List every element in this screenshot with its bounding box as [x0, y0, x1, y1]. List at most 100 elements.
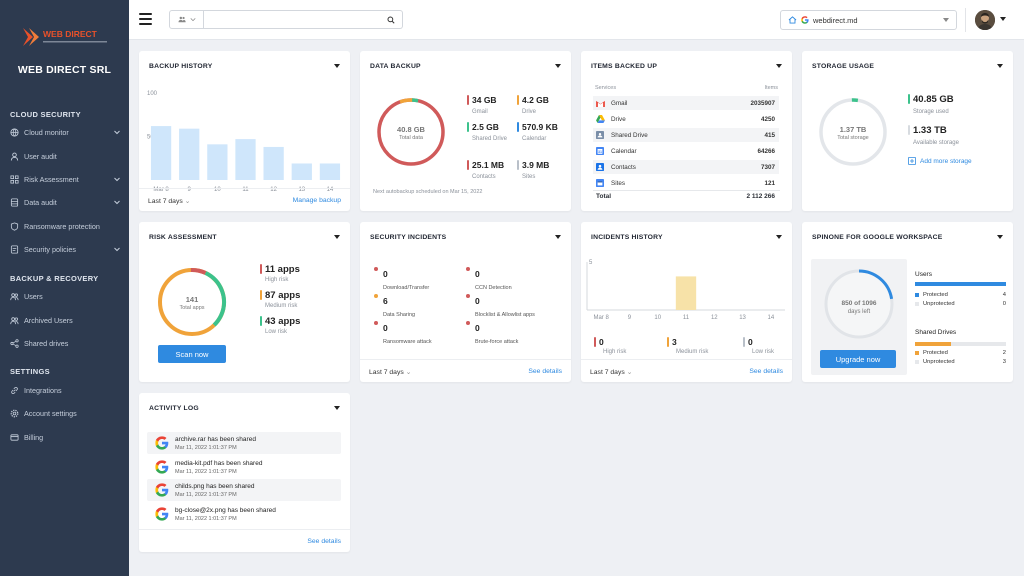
card-footer: Last 7 days ⌄ Manage backup [139, 188, 350, 211]
stat-sites: 3.9 MB Sites [517, 160, 549, 181]
x-tick-label: 9 [188, 187, 192, 193]
table-row: 31 Calendar 64266 [596, 147, 775, 155]
storage-used: 40.85 GB Storage used [908, 94, 954, 116]
x-tick-label: 14 [327, 187, 334, 193]
chevron-down-icon[interactable] [776, 235, 782, 239]
chevron-down-icon[interactable] [776, 64, 782, 68]
card-footer: Last 7 days ⌄ See details [360, 359, 571, 382]
users-title: Users [915, 271, 932, 278]
archived-users-icon [10, 316, 19, 325]
drives-bar [915, 342, 1006, 346]
avatar[interactable] [975, 10, 995, 30]
grid-icon [10, 174, 19, 184]
drives-protected: Protected 2 [915, 350, 1006, 356]
license-panel: 850 of 1096 days left Upgrade now [811, 259, 907, 375]
drives-title: Shared Drives [915, 329, 957, 336]
chevron-down-icon[interactable] [997, 235, 1003, 239]
section-settings: SETTINGS [10, 367, 50, 376]
donut-value: 40.8 GB [397, 125, 425, 134]
sidebar-item-billing[interactable]: Billing [10, 429, 121, 445]
sidebar-item-user-audit[interactable]: User audit [10, 148, 121, 164]
drives-bar-fill [915, 342, 952, 346]
sidebar-item-ransomware-protection[interactable]: Ransomware protection [10, 218, 121, 234]
card-title: SPINONE FOR GOOGLE WORKSPACE [812, 234, 943, 241]
sidebar-item-account-settings[interactable]: Account settings [10, 405, 121, 421]
days-value: 850 of 1096 [841, 300, 877, 307]
search-scope-dropdown[interactable] [169, 10, 204, 29]
spinone-card: SPINONE FOR GOOGLE WORKSPACE 850 of 1096… [802, 222, 1013, 382]
upgrade-now-button[interactable]: Upgrade now [820, 350, 896, 368]
chevron-down-icon[interactable] [1000, 17, 1006, 21]
sidebar-item-users[interactable]: Users [10, 288, 121, 304]
card-title: RISK ASSESSMENT [149, 234, 217, 241]
x-tick-label: 11 [242, 187, 249, 193]
sites-icon [596, 179, 604, 187]
risk-total: 141 [185, 295, 199, 304]
x-tick-label: 11 [683, 315, 690, 321]
company-name: WEB DIRECT SRL [17, 64, 112, 76]
add-storage-link[interactable]: Add more storage [908, 157, 972, 165]
search-input[interactable] [204, 10, 403, 29]
section-backup-recovery: BACKUP & RECOVERY [10, 274, 99, 283]
incidents-history-card: INCIDENTS HISTORY 5 Mar 8 9 10 11 12 13 14 0 Hig… [581, 222, 792, 382]
risk-assessment-card: RISK ASSESSMENT 141 Total apps 11 apps Hi… [139, 222, 350, 382]
chevron-down-icon [114, 247, 120, 252]
domain-selector[interactable]: webdirect.md [780, 10, 957, 30]
shared-drive-icon [596, 131, 604, 139]
bar [235, 139, 256, 180]
search-icon[interactable] [387, 16, 395, 24]
card-icon [10, 433, 19, 442]
log-entry: media-kit.pdf has been shared Mar 11, 202… [147, 456, 341, 478]
sidebar-item-cloud-monitor[interactable]: Cloud monitor [10, 124, 121, 140]
x-tick-label: 12 [270, 187, 277, 193]
chevron-down-icon: ⌄ [626, 369, 633, 376]
google-icon [801, 16, 809, 24]
y-tick-label: 50 [147, 135, 154, 141]
web-direct-logo: WEB DIRECT [23, 28, 107, 46]
days-label: days left [847, 309, 871, 315]
chevron-down-icon[interactable] [334, 64, 340, 68]
chevron-down-icon[interactable] [555, 64, 561, 68]
x-tick-label: 13 [298, 187, 305, 193]
share-icon [10, 338, 19, 348]
chevron-down-icon [943, 18, 949, 22]
chevron-down-icon [114, 200, 120, 205]
log-entry: childs.png has been shared Mar 11, 2022 1… [147, 479, 341, 501]
scan-now-button[interactable]: Scan now [158, 345, 226, 363]
total-label: Total [596, 193, 612, 200]
chevron-down-icon[interactable] [334, 235, 340, 239]
sidebar-item-shared-drives[interactable]: Shared drives [10, 335, 121, 351]
chevron-down-icon [114, 177, 120, 182]
see-details-link[interactable]: See details [749, 368, 783, 375]
period-dropdown[interactable]: Last 7 days ⌄ [369, 369, 412, 376]
google-icon [155, 483, 169, 497]
svg-text:31: 31 [598, 150, 602, 154]
chevron-down-icon[interactable] [334, 406, 340, 410]
domain-name: webdirect.md [813, 15, 858, 25]
period-dropdown[interactable]: Last 7 days ⌄ [148, 198, 191, 205]
divider [965, 8, 966, 32]
stat-low-risk: 0 Low risk [743, 337, 774, 356]
contacts-icon [596, 163, 604, 171]
users-protected: Protected 4 [915, 292, 1006, 298]
sidebar-item-risk-assessment[interactable]: Risk Assessment [10, 171, 121, 187]
menu-icon[interactable] [139, 13, 152, 25]
chevron-down-icon[interactable] [555, 235, 561, 239]
chevron-down-icon[interactable] [997, 64, 1003, 68]
period-dropdown[interactable]: Last 7 days ⌄ [590, 369, 633, 376]
gear-icon [10, 409, 19, 418]
stat-high-risk: 11 apps High risk [260, 264, 300, 284]
col-items: Items [764, 85, 778, 91]
incident-blocklist: 0 Blocklist & Allowlist apps [466, 291, 535, 318]
incident-data-sharing: 6 Data Sharing [374, 291, 415, 318]
table-row: Drive 4250 [593, 112, 779, 126]
items-backed-up-card: ITEMS BACKED UP Services Items Gmail 2035… [581, 51, 792, 211]
see-details-link[interactable]: See details [528, 368, 562, 375]
manage-backup-link[interactable]: Manage backup [292, 197, 341, 204]
sidebar-item-security-policies[interactable]: Security policies [10, 241, 121, 257]
sidebar-item-archived-users[interactable]: Archived Users [10, 312, 121, 328]
sidebar-item-data-audit[interactable]: Data audit [10, 194, 121, 210]
see-details-link[interactable]: See details [307, 538, 341, 545]
x-tick-label: 14 [768, 315, 775, 321]
sidebar-item-integrations[interactable]: Integrations [10, 382, 121, 398]
